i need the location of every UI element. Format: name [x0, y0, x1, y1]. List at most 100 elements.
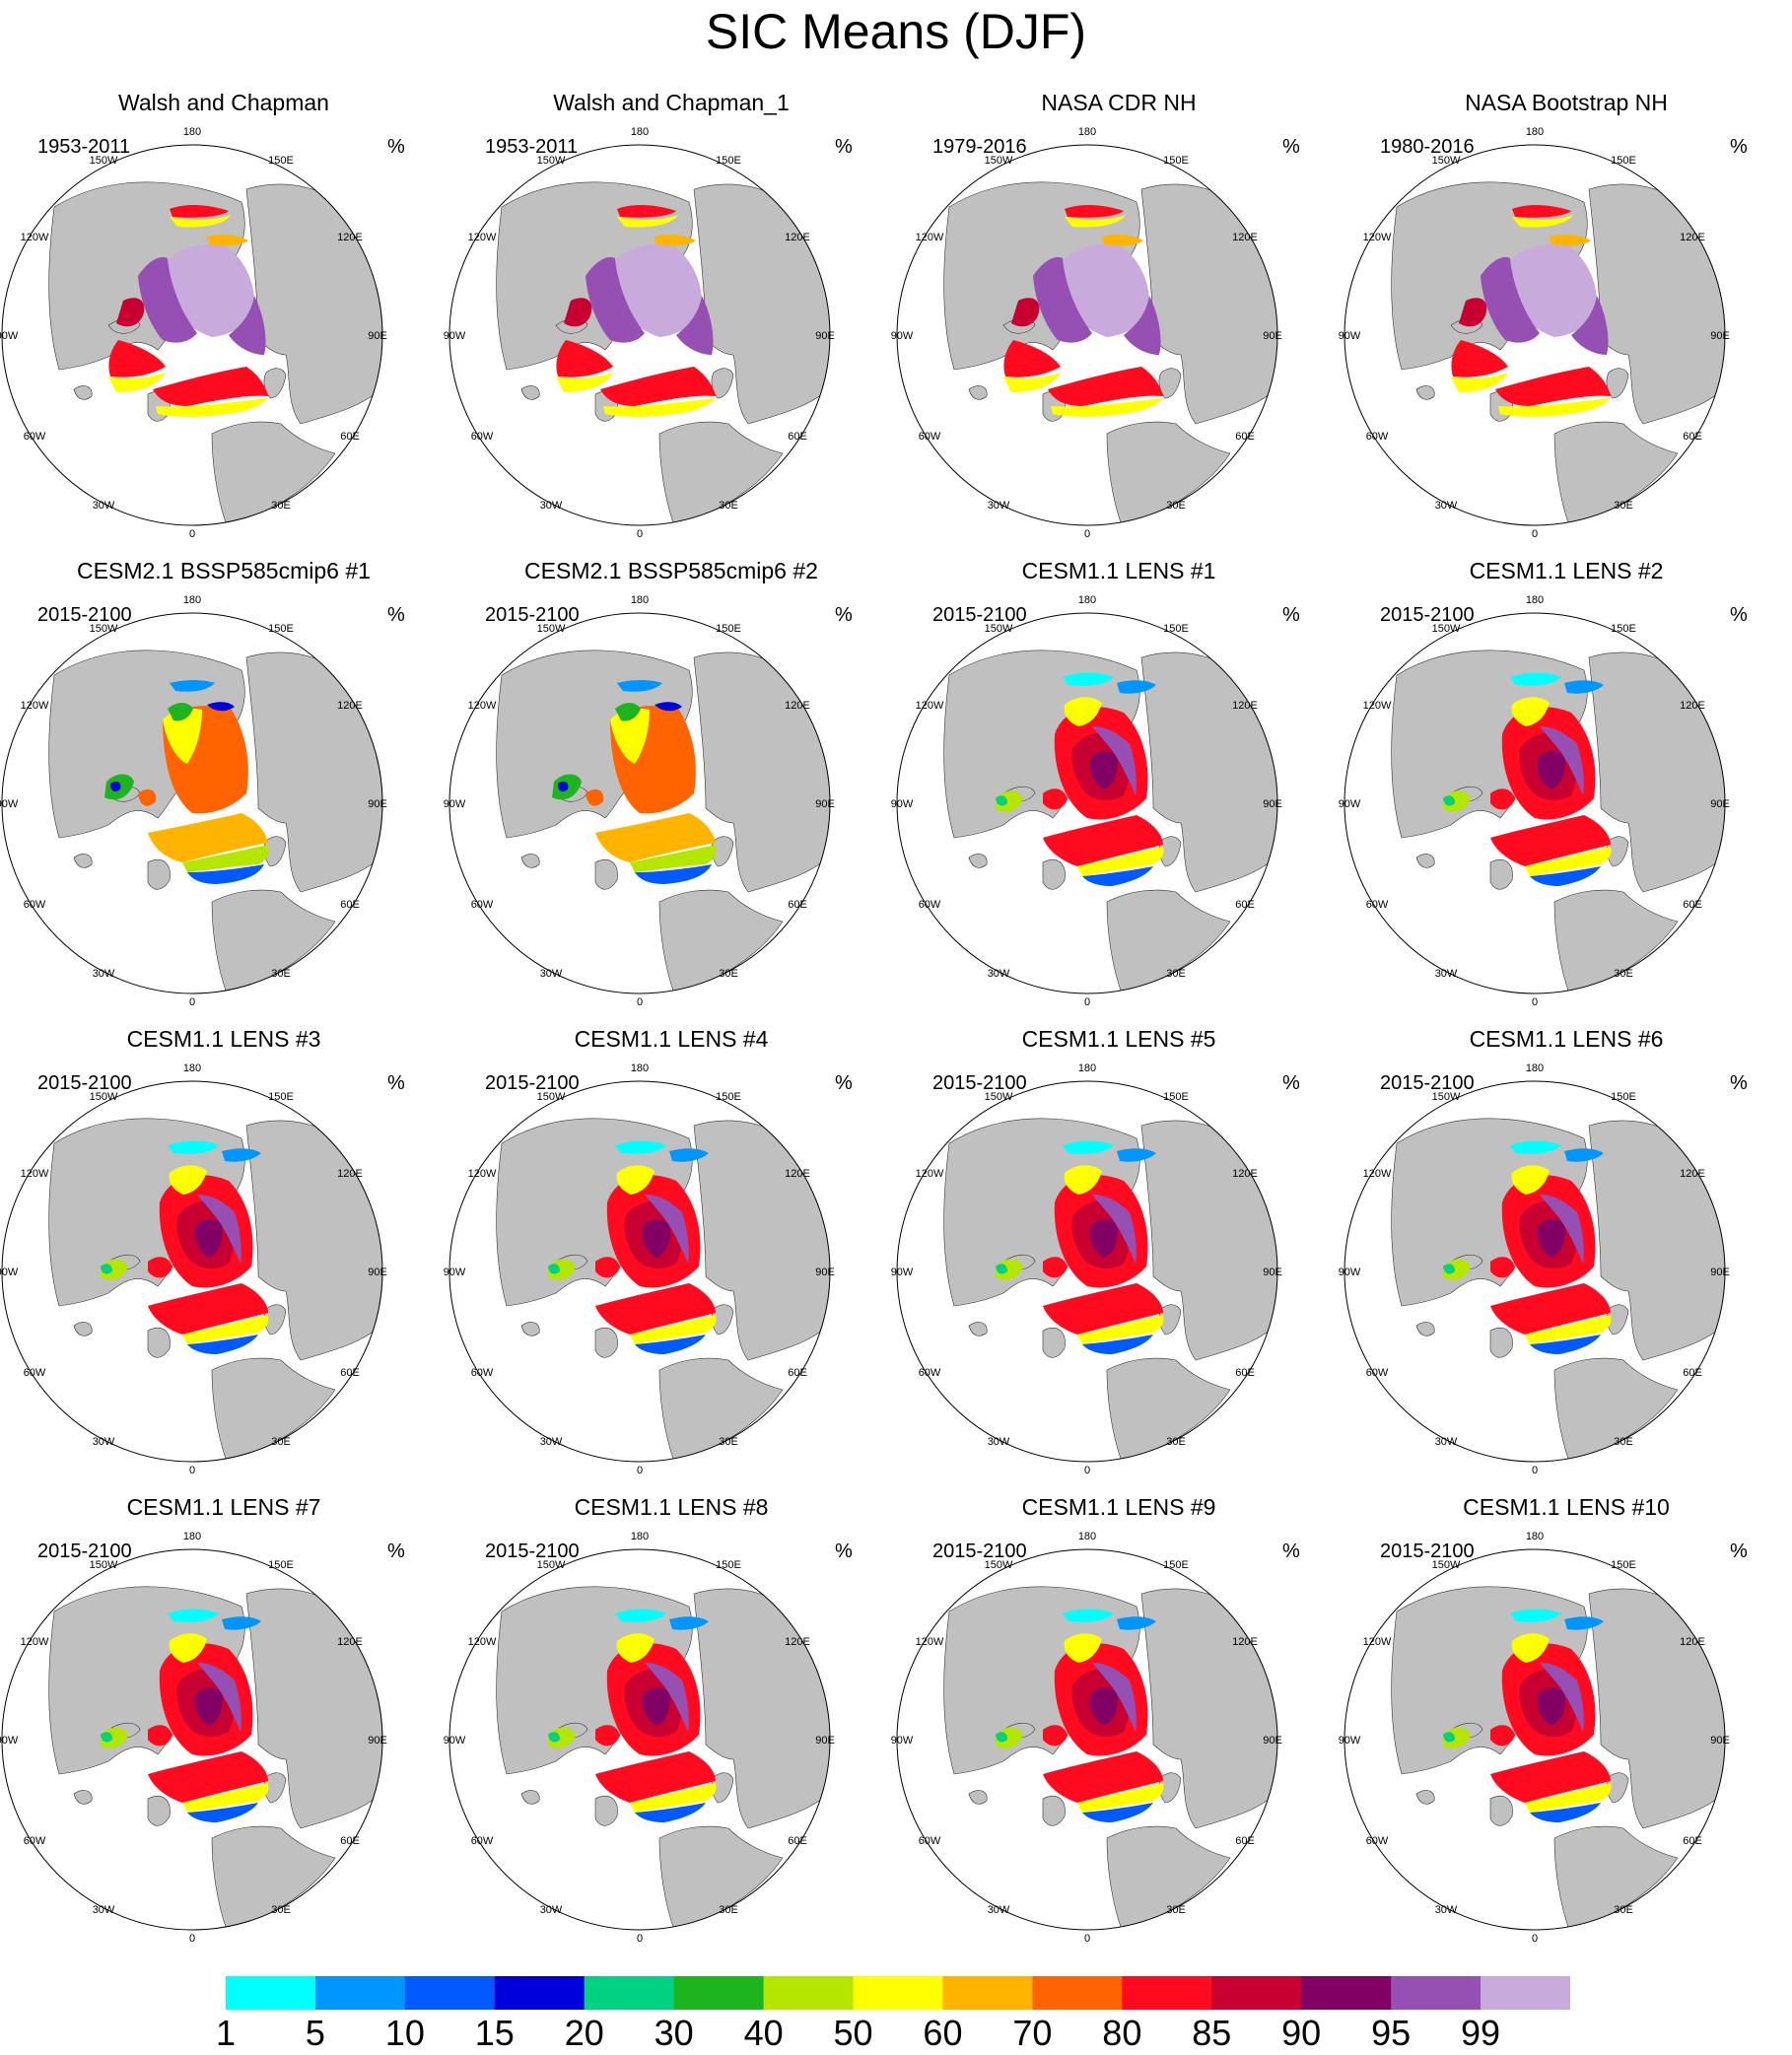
longitude-label: 0: [1532, 528, 1538, 540]
map-panel: CESM1.1 LENS #6 2015-2100% 180 150E 120E 90E 6…: [1339, 936, 1790, 1476]
sea-ice-band: [148, 1751, 268, 1803]
sea-ice-band: [110, 782, 121, 791]
longitude-label: 90W: [0, 1267, 19, 1278]
sea-ice-band: [1537, 1219, 1565, 1258]
sea-ice-band: [1505, 244, 1598, 337]
panel-unit: %: [1730, 136, 1748, 158]
sea-ice-band: [1043, 1725, 1068, 1747]
sea-ice-band: [595, 1257, 620, 1278]
sea-ice-band: [194, 1687, 223, 1726]
sea-ice-band: [1550, 234, 1591, 246]
land-mass: [1553, 421, 1679, 525]
longitude-label: 90W: [0, 798, 19, 810]
map-border: [1, 1548, 383, 1931]
longitude-label: 60E: [1683, 431, 1702, 443]
longitude-label: 150E: [1163, 623, 1189, 635]
map-border: [896, 1548, 1278, 1931]
sea-ice-band: [1003, 373, 1061, 392]
longitude-label: 0: [1084, 996, 1090, 1008]
panel-period: 1979-2016: [932, 136, 1027, 158]
sea-ice-band: [170, 680, 215, 692]
polar-map: 180 150E 120E 90E 60E 30E 0 30W 60W 90W 120W 150W: [0, 1531, 387, 1945]
longitude-label: 150W: [1432, 155, 1461, 167]
longitude-label: 30W: [988, 1436, 1010, 1448]
panel-unit: %: [1730, 1072, 1748, 1094]
sea-ice-band: [635, 1803, 706, 1822]
longitude-label: 60W: [1366, 1835, 1389, 1847]
longitude-label: 30E: [271, 500, 291, 512]
sea-ice-band: [1077, 1783, 1164, 1813]
longitude-label: 90E: [1263, 330, 1282, 342]
sea-ice-band: [1451, 373, 1508, 392]
longitude-label: 150W: [1432, 1559, 1461, 1571]
sea-ice-band: [595, 1283, 716, 1335]
colorbar-tick-label: 95: [1371, 2013, 1412, 2053]
colorbar-tick-label: 80: [1102, 2013, 1142, 2053]
longitude-label: 60E: [788, 1835, 807, 1847]
colorbar-swatch: [226, 1976, 316, 2010]
longitude-label: 30E: [719, 968, 738, 980]
longitude-label: 150W: [537, 155, 566, 167]
sea-ice-band: [645, 1663, 689, 1732]
colorbar-tick-label: 50: [833, 2013, 873, 2053]
map-panel: CESM1.1 LENS #7 2015-2100% 180 150E 120E 90E 6…: [0, 1404, 448, 1945]
sea-ice-band: [1092, 1195, 1137, 1264]
sea-ice-band: [586, 256, 645, 343]
longitude-label: 30W: [93, 968, 115, 980]
colorbar-labels: 1 5 10 15 20 30 40 50 60 70 80 85 90 95 99: [0, 2016, 1792, 2055]
longitude-label: 0: [637, 1933, 643, 1945]
land-mass: [1415, 1790, 1435, 1805]
longitude-label: 90E: [1710, 798, 1730, 810]
map-border: [1344, 612, 1726, 994]
polar-map: 180 150E 120E 90E 60E 30E 0 30W 60W 90W 120W 150W: [1339, 1531, 1730, 1945]
longitude-label: 30E: [1166, 968, 1186, 980]
panel-unit: %: [387, 1072, 405, 1094]
sea-ice-band: [182, 1315, 269, 1344]
sea-ice-band: [116, 298, 145, 327]
panel-period: 2015-2100: [1380, 1541, 1475, 1562]
colorbar-swatch: [584, 1976, 675, 2010]
sea-ice-band: [1089, 1687, 1118, 1726]
sea-ice-band: [1043, 1283, 1163, 1335]
longitude-label: 180: [1526, 1531, 1544, 1542]
sea-ice-band: [630, 1783, 717, 1813]
panel-title: CESM1.1 LENS #7: [126, 1494, 321, 1520]
map-border: [1344, 1080, 1726, 1463]
sea-ice-band: [1490, 788, 1515, 810]
sea-ice-band: [168, 1140, 219, 1154]
panel-period: 2015-2100: [932, 604, 1027, 626]
panel-unit: %: [1282, 604, 1300, 626]
sea-ice-band: [1510, 1140, 1561, 1154]
sea-ice-band: [1537, 1687, 1565, 1726]
polar-map: 180 150E 120E 90E 60E 30E 0 30W 60W 90W 120W 150W: [444, 1531, 835, 1945]
longitude-label: 120W: [916, 1168, 944, 1180]
longitude-label: 150E: [716, 623, 741, 635]
land-mass: [968, 1790, 988, 1805]
colorbar-swatch: [763, 1976, 855, 2010]
polar-map: 180 150E 120E 90E 60E 30E 0 30W 60W 90W 120W 150W: [891, 1531, 1282, 1945]
sea-ice-band: [1530, 1335, 1601, 1354]
sea-ice-band: [1511, 1165, 1550, 1195]
longitude-label: 90W: [444, 1735, 466, 1747]
sea-ice-band: [1048, 367, 1163, 406]
map-border: [896, 144, 1278, 526]
sea-ice-band: [169, 1165, 207, 1195]
longitude-label: 90E: [1263, 1735, 1282, 1747]
longitude-label: 120W: [21, 700, 49, 712]
sea-ice-band: [1451, 340, 1508, 377]
map-panel: CESM1.1 LENS #3 2015-2100% 180 150E 120E 90E 6…: [0, 936, 448, 1476]
sea-ice-band: [1530, 866, 1601, 886]
sea-ice-band: [1490, 1725, 1515, 1747]
longitude-label: 180: [1526, 594, 1544, 606]
longitude-label: 90W: [891, 330, 914, 342]
longitude-label: 30W: [988, 968, 1010, 980]
longitude-label: 150W: [985, 1559, 1013, 1571]
panel-period: 2015-2100: [485, 604, 580, 626]
longitude-label: 90E: [1710, 1735, 1730, 1747]
longitude-label: 30W: [1435, 968, 1458, 980]
longitude-label: 90E: [1263, 798, 1282, 810]
longitude-label: 120W: [1363, 1168, 1392, 1180]
sea-ice-band: [148, 1725, 172, 1747]
longitude-label: 30W: [540, 1436, 563, 1448]
longitude-label: 30E: [719, 500, 738, 512]
